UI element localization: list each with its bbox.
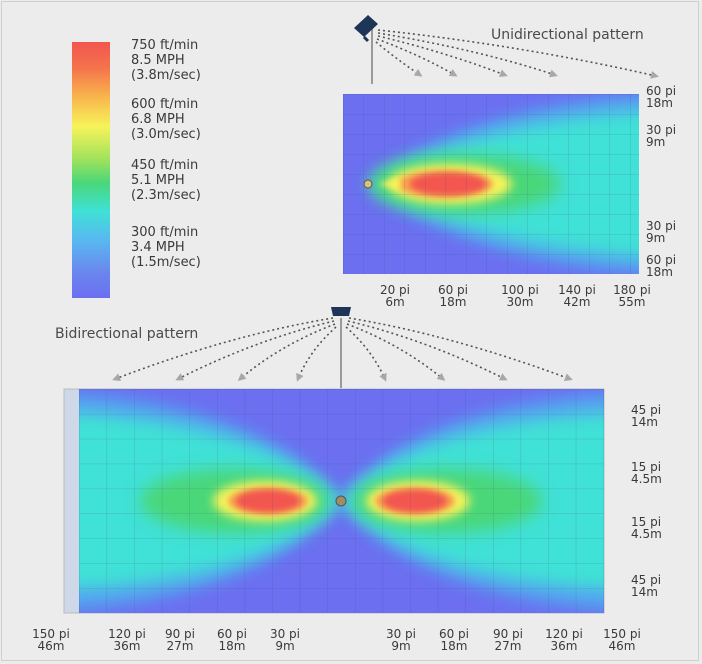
unidirectional-airflow-arrows — [375, 29, 659, 79]
uni-y-label: 60 pi 18m — [646, 84, 677, 110]
bi-x-label: 90 pi 27m — [164, 627, 196, 653]
bidirectional-heatmap — [63, 388, 605, 614]
fan-position-marker — [363, 179, 373, 189]
bi-x-label: 90 pi 27m — [492, 627, 524, 653]
legend-ms: (2.3m/sec) — [131, 188, 201, 203]
unidirectional-heatmap — [343, 94, 639, 274]
uni-y-label: 30 pi 9m — [646, 123, 677, 149]
legend-fpm: 750 ft/min — [131, 38, 199, 53]
unidirectional-title: Unidirectional pattern — [491, 27, 644, 43]
legend-ms: (3.0m/sec) — [131, 127, 201, 142]
unidirectional-fan-icon — [354, 15, 378, 84]
legend-fpm: 450 ft/min — [131, 158, 199, 173]
legend-ms: (1.5m/sec) — [131, 255, 201, 270]
bi-y-label: 45 pi 14m — [631, 573, 662, 599]
uni-x-label: 140 pi 42m — [558, 283, 596, 309]
legend-fpm: 600 ft/min — [131, 97, 199, 112]
bi-x-label: 120 pi 36m — [108, 627, 146, 653]
legend-ms: (3.8m/sec) — [131, 68, 201, 83]
uni-x-label: 180 pi 55m — [613, 283, 651, 309]
legend-mph: 8.5 MPH — [131, 53, 185, 68]
uni-y-label: 30 pi 9m — [646, 219, 677, 245]
bi-x-label: 150 pi 46m — [603, 627, 641, 653]
bi-x-label: 120 pi 36m — [545, 627, 583, 653]
uni-x-label: 60 pi 18m — [437, 283, 469, 309]
bi-x-label: 60 pi 18m — [216, 627, 248, 653]
legend-entry-750: 750 ft/min 8.5 MPH (3.8m/sec) — [131, 38, 201, 83]
uni-y-label: 60 pi 18m — [646, 253, 677, 279]
legend-entry-600: 600 ft/min 6.8 MPH (3.0m/sec) — [131, 97, 201, 142]
fan-position-marker — [335, 495, 347, 507]
legend-entry-450: 450 ft/min 5.1 MPH (2.3m/sec) — [131, 158, 201, 203]
bi-y-label: 15 pi 4.5m — [631, 460, 662, 486]
bi-x-label: 30 pi 9m — [385, 627, 417, 653]
legend-mph: 3.4 MPH — [131, 240, 185, 255]
bidirectional-fan-icon — [331, 307, 351, 388]
bidirectional-title: Bidirectional pattern — [55, 326, 199, 342]
velocity-legend-colorbar — [72, 42, 110, 298]
legend-fpm: 300 ft/min — [131, 225, 199, 240]
uni-x-label: 100 pi 30m — [501, 283, 539, 309]
bi-y-label: 15 pi 4.5m — [631, 515, 662, 541]
legend-mph: 6.8 MPH — [131, 112, 185, 127]
legend-entry-300: 300 ft/min 3.4 MPH (1.5m/sec) — [131, 225, 201, 270]
bi-x-label: 60 pi 18m — [438, 627, 470, 653]
bi-x-label: 30 pi 9m — [269, 627, 301, 653]
legend-mph: 5.1 MPH — [131, 173, 185, 188]
uni-x-label: 20 pi 6m — [379, 283, 411, 309]
bi-x-label: 150 pi 46m — [32, 627, 70, 653]
bi-y-label: 45 pi 14m — [631, 403, 662, 429]
bidirectional-airflow-arrows — [112, 317, 573, 382]
